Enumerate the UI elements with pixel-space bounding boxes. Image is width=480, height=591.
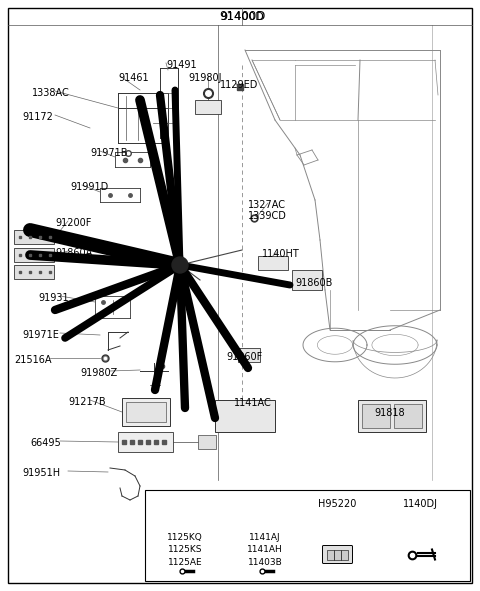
Text: 91980J: 91980J bbox=[188, 73, 221, 83]
Bar bbox=[118, 432, 173, 452]
FancyBboxPatch shape bbox=[323, 545, 352, 563]
Text: 91991D: 91991D bbox=[70, 182, 108, 192]
Text: 91217B: 91217B bbox=[68, 397, 106, 407]
Bar bbox=[198, 435, 216, 449]
Text: 91931: 91931 bbox=[38, 293, 69, 303]
Text: 91860F: 91860F bbox=[226, 352, 262, 362]
Text: 91860A: 91860A bbox=[55, 248, 92, 258]
Text: 21516A: 21516A bbox=[14, 355, 51, 365]
Text: 91980Z: 91980Z bbox=[80, 368, 117, 378]
Text: 91860B: 91860B bbox=[295, 278, 332, 288]
Bar bbox=[358, 400, 426, 432]
Text: 1327AC: 1327AC bbox=[248, 200, 286, 210]
Text: 91172: 91172 bbox=[22, 112, 53, 122]
Text: 91951H: 91951H bbox=[22, 468, 60, 478]
Text: 1140DJ: 1140DJ bbox=[403, 499, 437, 509]
Text: 1141AC: 1141AC bbox=[234, 398, 272, 408]
Bar bbox=[14, 248, 54, 262]
Bar bbox=[258, 256, 288, 270]
Text: 91461: 91461 bbox=[118, 73, 149, 83]
Text: 91971B: 91971B bbox=[90, 148, 128, 158]
Text: 1338AC: 1338AC bbox=[32, 88, 70, 98]
Bar bbox=[14, 265, 54, 279]
Bar bbox=[14, 230, 54, 244]
Bar bbox=[326, 550, 334, 560]
Text: 91200F: 91200F bbox=[55, 218, 91, 228]
Bar bbox=[362, 404, 390, 428]
Bar bbox=[195, 100, 221, 114]
Text: 1141AJ
1141AH
11403B: 1141AJ 1141AH 11403B bbox=[247, 533, 283, 567]
Bar bbox=[394, 404, 422, 428]
Bar bbox=[215, 400, 275, 432]
Bar bbox=[145, 490, 470, 581]
Text: 1129ED: 1129ED bbox=[220, 80, 258, 90]
Text: 1125KQ
1125KS
1125AE: 1125KQ 1125KS 1125AE bbox=[167, 533, 203, 567]
Bar bbox=[126, 402, 166, 422]
Text: 1140HT: 1140HT bbox=[262, 249, 300, 259]
Bar bbox=[122, 398, 170, 426]
Circle shape bbox=[172, 257, 188, 273]
Text: 91400D: 91400D bbox=[219, 10, 265, 23]
Text: 91491: 91491 bbox=[166, 60, 197, 70]
Text: 91818: 91818 bbox=[374, 408, 405, 418]
Text: 1339CD: 1339CD bbox=[248, 211, 287, 221]
Text: 91400D: 91400D bbox=[220, 12, 264, 22]
Text: H95220: H95220 bbox=[318, 499, 357, 509]
Bar bbox=[238, 348, 260, 362]
Bar bbox=[292, 270, 322, 290]
Text: 91971E: 91971E bbox=[22, 330, 59, 340]
Bar bbox=[340, 550, 348, 560]
Bar bbox=[334, 550, 340, 560]
Text: 66495: 66495 bbox=[30, 438, 61, 448]
